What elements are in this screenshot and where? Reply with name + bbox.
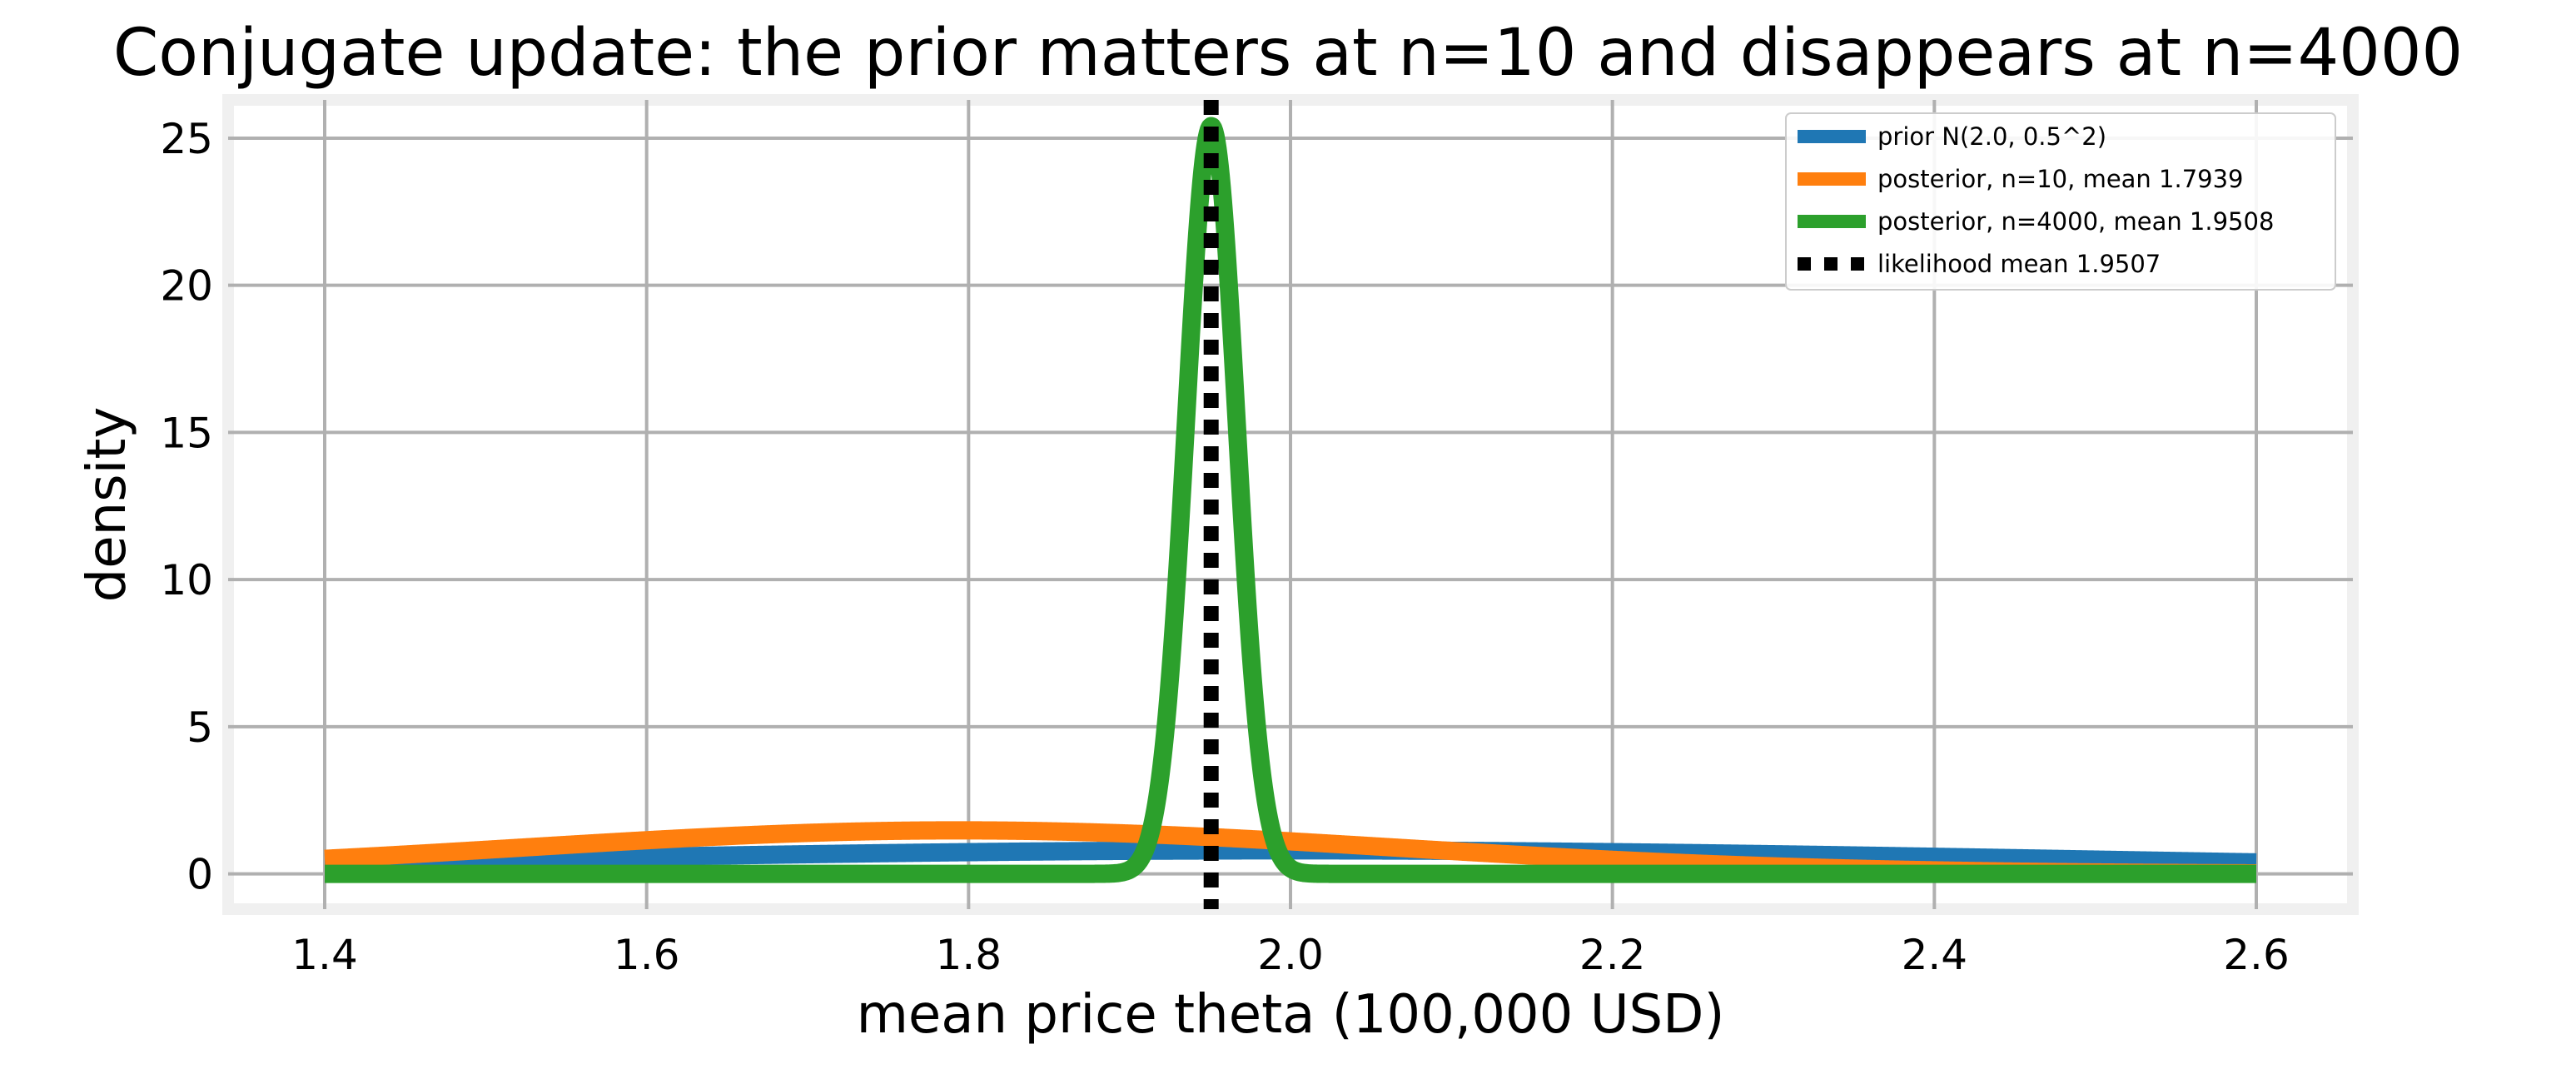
legend-label-3: likelihood mean 1.9507 <box>1877 250 2161 278</box>
x-tick-label: 2.0 <box>1257 931 1324 979</box>
legend-label-1: posterior, n=10, mean 1.7939 <box>1877 165 2244 193</box>
y-tick-label: 20 <box>160 262 213 311</box>
legend-label-0: prior N(2.0, 0.5^2) <box>1877 122 2106 151</box>
series-layer <box>316 100 2265 909</box>
y-tick-label: 0 <box>186 851 213 899</box>
x-tick-label: 2.4 <box>1902 931 1968 979</box>
y-tick-label: 5 <box>186 704 213 752</box>
x-tick-label: 1.8 <box>936 931 1002 979</box>
y-tick-label: 10 <box>160 556 213 604</box>
series-line-2 <box>316 117 2265 883</box>
x-ticks: 1.4 1.6 1.8 2.0 2.2 2.4 2.6 <box>291 931 2290 979</box>
chart-title: Conjugate update: the prior matters at n… <box>113 16 2463 91</box>
y-axis-label: density <box>77 407 138 603</box>
legend-label-2: posterior, n=4000, mean 1.9508 <box>1877 207 2274 236</box>
x-tick-label: 2.2 <box>1579 931 1646 979</box>
y-ticks: 0 5 10 15 20 25 <box>160 115 213 899</box>
legend-box <box>1785 112 2336 291</box>
y-tick-label: 15 <box>160 409 213 457</box>
x-tick-label: 1.4 <box>291 931 358 979</box>
x-axis-label: mean price theta (100,000 USD) <box>857 984 1725 1046</box>
x-tick-label: 2.6 <box>2223 931 2290 979</box>
x-tick-label: 1.6 <box>614 931 680 979</box>
legend: prior N(2.0, 0.5^2) posterior, n=10, mean… <box>1785 112 2336 291</box>
y-tick-label: 25 <box>160 115 213 163</box>
